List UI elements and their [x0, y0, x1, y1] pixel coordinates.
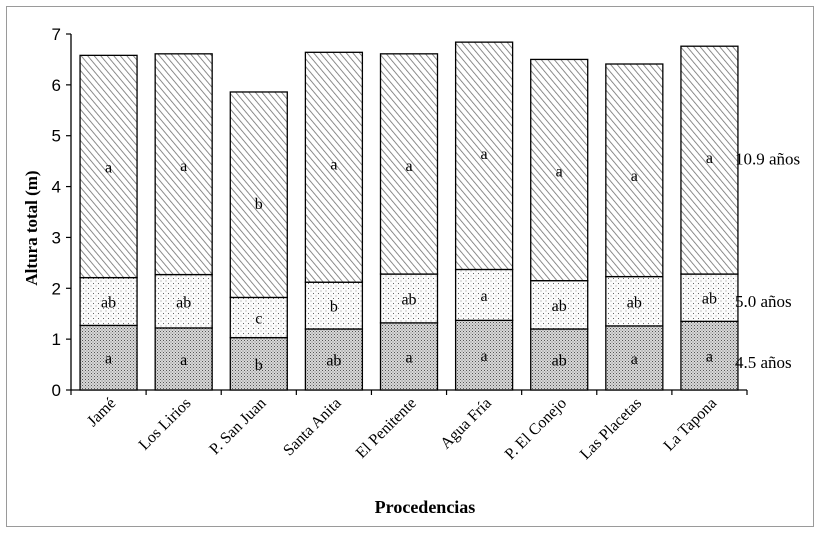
- significance-letter: ab: [101, 295, 116, 312]
- significance-letter: ab: [552, 352, 567, 369]
- significance-letter: a: [405, 158, 412, 175]
- x-tick-label: P. El Conejo: [502, 395, 570, 463]
- x-tick-label: P. San Juan: [206, 395, 269, 458]
- significance-letter: a: [105, 159, 112, 176]
- significance-letter: a: [481, 146, 488, 163]
- bar-segment: [229, 296, 288, 339]
- x-axis-title: Procedencias: [375, 497, 476, 517]
- y-tick-label: 7: [52, 25, 61, 44]
- significance-letter: ab: [401, 291, 416, 308]
- bar-segment: [605, 275, 664, 327]
- y-tick-label: 1: [52, 330, 61, 349]
- significance-letter: b: [255, 196, 263, 213]
- bar-segment: [229, 91, 288, 299]
- bar-segment: [530, 280, 589, 330]
- significance-letter: a: [180, 158, 187, 175]
- significance-letter: a: [105, 351, 112, 368]
- x-tick-label: Las Placetas: [577, 395, 645, 463]
- series-label: 10.9 años: [735, 150, 800, 169]
- significance-letter: b: [330, 299, 338, 316]
- bar-segment: [79, 276, 138, 327]
- x-tick-label: Santa Anita: [280, 395, 345, 460]
- bar-segment: [605, 325, 664, 391]
- significance-letter: c: [255, 311, 262, 328]
- significance-letter: a: [330, 156, 337, 173]
- y-tick-label: 0: [52, 381, 61, 400]
- bar-segment: [304, 281, 364, 330]
- bar-segment: [605, 63, 664, 278]
- x-tick-label: Los Lirios: [136, 395, 195, 454]
- bar-segment: [680, 273, 739, 322]
- significance-letter: ab: [627, 294, 642, 311]
- significance-letter: a: [481, 348, 488, 365]
- bar-segment: [304, 328, 364, 391]
- bar-segment: [154, 273, 213, 329]
- significance-letter: a: [631, 351, 638, 368]
- chart-frame: 0 1 2 3 4 5 6 7 a ab a Jamé a ab a Los Lirios b c b P. San …: [6, 6, 814, 527]
- bar-segment: [304, 51, 364, 283]
- y-tick-label: 6: [52, 76, 61, 95]
- bar-segment: [680, 45, 739, 275]
- bar-segment: [154, 53, 213, 276]
- x-tick-label: La Tapona: [661, 395, 721, 455]
- significance-letter: ab: [552, 298, 567, 315]
- significance-letter: a: [405, 349, 412, 366]
- series-label: 4.5 años: [735, 353, 792, 372]
- significance-letter: ab: [176, 294, 191, 311]
- significance-letter: a: [706, 150, 713, 167]
- y-tick-label: 2: [52, 279, 61, 298]
- bar-segment: [229, 336, 288, 391]
- significance-letter: a: [481, 288, 488, 305]
- bar-segment: [79, 54, 138, 279]
- significance-letter: a: [631, 168, 638, 185]
- y-tick-label: 5: [52, 127, 61, 146]
- x-tick-label: Jamé: [84, 395, 119, 430]
- significance-letter: a: [706, 349, 713, 366]
- bar-segment: [379, 322, 439, 391]
- y-tick-label: 4: [52, 178, 61, 197]
- bar-segment: [454, 41, 514, 271]
- bar-segment: [154, 327, 213, 391]
- bar-segment: [379, 273, 439, 324]
- significance-letter: a: [180, 352, 187, 369]
- significance-letter: ab: [702, 291, 717, 308]
- x-tick-label: Agua Fría: [437, 395, 495, 453]
- bar-segment: [454, 319, 514, 391]
- bar-segment: [79, 324, 138, 391]
- significance-letter: a: [556, 163, 563, 180]
- y-tick-label: 3: [52, 228, 61, 247]
- significance-letter: ab: [326, 352, 341, 369]
- x-tick-label: El Penitente: [353, 395, 420, 462]
- y-axis-title: Altura total (m): [22, 170, 41, 285]
- bar-segment: [530, 328, 589, 391]
- bar-segment: [530, 58, 589, 282]
- significance-letter: b: [255, 357, 263, 374]
- bar-segment: [379, 53, 439, 275]
- series-label: 5.0 años: [735, 292, 792, 311]
